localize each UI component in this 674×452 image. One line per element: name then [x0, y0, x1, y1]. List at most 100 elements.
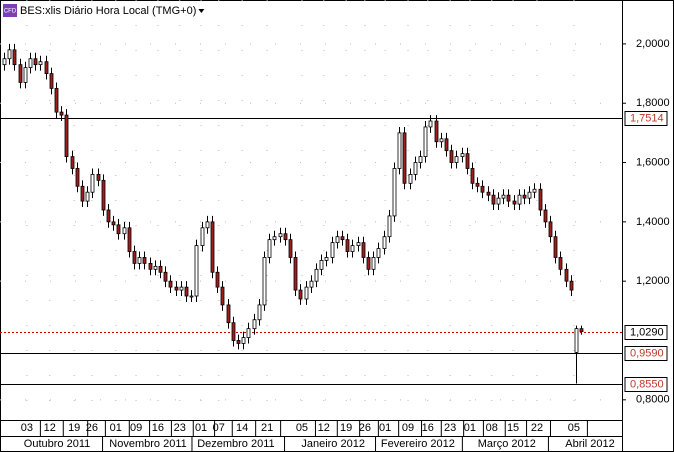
candle-body [220, 286, 225, 306]
candle-body [574, 328, 579, 353]
candle-body [553, 236, 558, 258]
candle-body [366, 257, 371, 270]
candle-body [444, 138, 449, 152]
candle-body [2, 58, 7, 66]
level-label-box [624, 377, 668, 392]
candle-body [309, 280, 314, 288]
x-tick-label: 15 [507, 422, 519, 434]
candle-body [194, 245, 199, 297]
candle-body [267, 239, 272, 258]
candle-body [101, 179, 106, 211]
candle-body [122, 227, 127, 235]
candle-body [33, 58, 38, 66]
candle-body [189, 295, 194, 298]
candle-body [54, 87, 59, 113]
x-tick-label: 09 [402, 422, 414, 434]
y-tick-label: 1,6000 [636, 156, 670, 168]
candle-body [262, 257, 267, 306]
candle-body [501, 194, 506, 199]
candle-body [153, 265, 158, 270]
x-tick-label: 16 [422, 422, 434, 434]
candle-body [137, 257, 142, 264]
candle-body [475, 182, 480, 187]
candle-body [548, 221, 553, 238]
candle-body [564, 268, 569, 282]
candle-body [361, 242, 366, 258]
x-tick-label: 16 [152, 422, 164, 434]
candle-body [387, 215, 392, 238]
x-tick-label: 21 [261, 422, 273, 434]
level-label: 0,8550 [630, 378, 664, 390]
month-label: Abril 2012 [565, 438, 615, 450]
candle-body [496, 197, 501, 205]
cfd-icon [3, 4, 17, 17]
candle-body [70, 156, 75, 169]
candle-body [376, 248, 381, 258]
candle-body [408, 174, 413, 184]
month-label: Outubro 2011 [24, 438, 90, 450]
candle-body [241, 337, 246, 344]
x-tick-label: 03 [21, 422, 33, 434]
candle-body [200, 227, 205, 246]
level-label-box [624, 325, 668, 340]
level-label-box [624, 111, 668, 126]
candle-body [517, 194, 522, 205]
month-label: Fevereiro 2012 [381, 438, 455, 450]
x-tick-label: 22 [531, 422, 543, 434]
candle-body [231, 322, 236, 341]
candle-body [298, 289, 303, 300]
candle-body [210, 221, 215, 273]
candle-body [543, 209, 548, 223]
candle-body [470, 168, 475, 184]
candle-body [127, 227, 132, 252]
y-tick-label: 2,0000 [636, 38, 670, 50]
candle-body [480, 185, 485, 193]
candle-body [278, 233, 283, 238]
x-tick-label: 01 [195, 422, 207, 434]
level-label-box [624, 346, 668, 361]
candle-body [106, 209, 111, 223]
x-tick-label: 05 [568, 422, 580, 434]
candle-body [506, 194, 511, 202]
candle-body [324, 257, 329, 261]
candle-body [257, 304, 262, 321]
x-tick-label: 19 [340, 422, 352, 434]
candle-body [314, 268, 319, 282]
level-label: 1,0290 [630, 326, 664, 338]
candle-body [64, 114, 69, 158]
candle-body [345, 239, 350, 252]
candle-body [215, 271, 220, 288]
candle-body [59, 111, 64, 116]
title-dropdown[interactable] [198, 9, 205, 13]
candle-body [532, 188, 537, 193]
candle-body [179, 286, 184, 291]
candle-body [304, 286, 309, 300]
chart-title[interactable]: BES:xlis Diário Hora Local (TMG+0) [20, 5, 196, 17]
x-tick-label: 14 [236, 422, 248, 434]
candle-body [288, 239, 293, 258]
candle-body [168, 280, 173, 288]
candle-body [434, 120, 439, 143]
cfd-icon-label: CFD [4, 9, 17, 15]
candle-body [184, 286, 189, 297]
candle-body [579, 328, 584, 333]
candle-body [174, 286, 179, 291]
x-tick-label: 19 [68, 422, 80, 434]
candle-body [371, 257, 376, 270]
month-label: Dezembro 2011 [197, 438, 274, 450]
y-tick-label: 1,2000 [636, 275, 670, 287]
x-tick-label: 23 [444, 422, 456, 434]
candle-body [382, 236, 387, 249]
x-tick-label: 07 [213, 422, 225, 434]
candle-body [558, 257, 563, 270]
candle-body [49, 73, 54, 89]
month-label: Novembro 2011 [109, 438, 186, 450]
candle-body [85, 191, 90, 202]
x-tick-label: 01 [110, 422, 122, 434]
candle-body [527, 191, 532, 199]
x-tick-label: 08 [486, 422, 498, 434]
level-label: 0,9590 [630, 347, 664, 359]
candle-body [454, 156, 459, 163]
